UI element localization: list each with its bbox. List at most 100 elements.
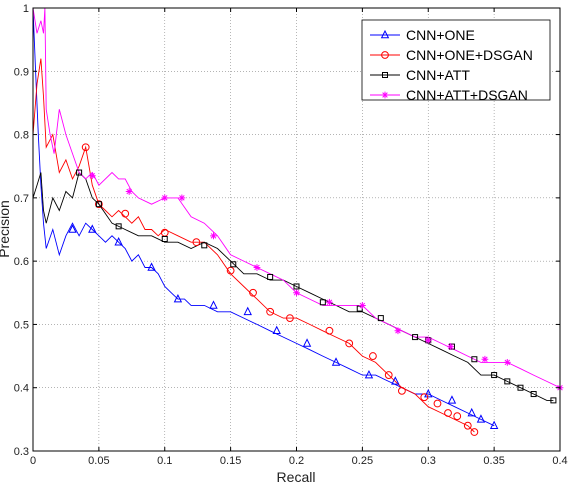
- y-tick-label: 0.3: [14, 446, 29, 458]
- y-tick-label: 0.5: [14, 319, 29, 331]
- data-point-cnn-one-dsgan: [420, 393, 429, 402]
- data-point-cnn-att-dsgan: [326, 298, 333, 306]
- legend-label-cnn-one: CNN+ONE: [406, 27, 475, 43]
- data-point-cnn-att-dsgan: [293, 289, 300, 297]
- data-point-cnn-one-dsgan: [470, 428, 479, 436]
- data-point-cnn-one: [424, 388, 433, 398]
- data-point-cnn-one: [489, 420, 499, 429]
- data-point-cnn-att: [161, 235, 168, 242]
- legend-label-cnn-one-dsgan: CNN+ONE+DSGAN: [406, 47, 533, 63]
- data-point-cnn-att-dsgan: [481, 355, 489, 363]
- data-point-cnn-att-dsgan: [253, 264, 261, 271]
- y-tick-label: 0.6: [14, 256, 29, 268]
- data-point-cnn-one: [302, 338, 312, 347]
- data-point-cnn-one: [114, 237, 123, 246]
- data-point-cnn-att-dsgan: [88, 172, 96, 180]
- x-tick-label: 0.15: [220, 455, 241, 467]
- legend-marker-cnn-one: [380, 29, 390, 39]
- series-line-cnn-one-dsgan: [32, 58, 475, 433]
- data-point-cnn-att: [412, 334, 419, 341]
- data-point-cnn-att: [530, 391, 537, 398]
- data-point-cnn-one: [68, 224, 77, 233]
- data-point-cnn-att: [201, 242, 208, 249]
- legend-label-cnn-att-dsgan: CNN+ATT+DSGAN: [406, 87, 528, 103]
- data-point-cnn-att-dsgan: [178, 194, 186, 202]
- data-point-cnn-att: [230, 261, 237, 268]
- y-tick-label: 0.9: [14, 66, 29, 78]
- data-point-cnn-one-dsgan: [345, 339, 354, 348]
- data-point-cnn-one-dsgan: [94, 200, 103, 209]
- data-point-cnn-att: [491, 372, 498, 379]
- data-point-cnn-one-dsgan: [325, 326, 334, 335]
- legend-marker-cnn-att: [382, 72, 388, 78]
- data-point-cnn-one: [88, 224, 97, 233]
- data-point-cnn-att-dsgan: [210, 232, 217, 240]
- data-point-cnn-att: [293, 283, 300, 290]
- series-line-cnn-att: [32, 171, 554, 401]
- data-point-cnn-one: [173, 293, 183, 303]
- data-point-cnn-one-dsgan: [81, 143, 90, 152]
- data-point-cnn-att-dsgan: [447, 343, 455, 350]
- data-point-cnn-one: [467, 407, 476, 417]
- x-tick-label: 0.1: [157, 455, 172, 467]
- data-point-cnn-att-dsgan: [394, 327, 402, 335]
- data-point-cnn-att-dsgan: [161, 194, 169, 202]
- data-point-cnn-att: [504, 378, 511, 385]
- data-point-cnn-one-dsgan: [433, 399, 442, 408]
- legend-marker-cnn-att-dsgan: [381, 91, 389, 99]
- data-point-cnn-att: [76, 169, 83, 176]
- x-axis-label: Recall: [277, 469, 316, 485]
- data-point-cnn-one: [147, 262, 156, 271]
- data-point-cnn-att-dsgan: [358, 302, 366, 309]
- data-point-cnn-one-dsgan: [121, 209, 130, 218]
- data-point-cnn-one: [243, 306, 252, 316]
- data-point-cnn-one: [476, 414, 486, 423]
- data-point-cnn-one-dsgan: [463, 421, 472, 430]
- axis-ticks: 0 0.05 0.1 0.15 0.2 0.25 0.3 0.35 0.4 0.3 0.4 0.5 0.…: [14, 3, 568, 467]
- legend-marker-cnn-one-dsgan: [381, 51, 389, 59]
- x-tick-label: 0.35: [483, 455, 504, 467]
- data-point-cnn-one: [272, 325, 281, 335]
- x-tick-label: 0.25: [352, 455, 373, 467]
- x-tick-label: 0.3: [421, 455, 436, 467]
- x-tick-label: 0: [30, 455, 36, 467]
- legend-label-cnn-att: CNN+ATT: [406, 67, 470, 83]
- data-point-cnn-one-dsgan: [266, 307, 275, 316]
- data-point-cnn-att-dsgan: [503, 359, 511, 366]
- series-line-cnn-one: [32, 7, 495, 427]
- legend: CNN+ONE CNN+ONE+DSGAN CNN+ATT CNN+ATT+DSGAN: [361, 19, 551, 103]
- data-point-cnn-one: [364, 369, 374, 379]
- data-point-cnn-att: [471, 356, 478, 363]
- y-tick-label: 0.7: [14, 193, 29, 205]
- data-point-cnn-one: [391, 376, 400, 385]
- data-point-cnn-one-dsgan: [384, 371, 393, 379]
- data-point-cnn-one-dsgan: [286, 314, 294, 323]
- data-point-cnn-one: [331, 357, 341, 366]
- y-axis-label: Precision: [0, 200, 12, 258]
- data-point-cnn-att: [95, 201, 102, 208]
- data-point-cnn-att-dsgan: [125, 188, 133, 195]
- data-point-cnn-one-dsgan: [453, 412, 462, 421]
- x-tick-label: 0.2: [289, 455, 304, 467]
- x-tick-label: 0.4: [552, 455, 567, 467]
- data-point-cnn-att: [377, 315, 384, 322]
- data-point-cnn-one: [209, 300, 218, 309]
- data-point-cnn-one-dsgan: [249, 288, 257, 297]
- y-tick-label: 0.4: [14, 383, 29, 395]
- x-tick-label: 0.05: [88, 455, 109, 467]
- data-point-cnn-att-dsgan: [424, 336, 432, 344]
- data-point-cnn-one-dsgan: [192, 238, 201, 247]
- legend-box: [361, 19, 551, 101]
- data-point-cnn-att: [319, 299, 326, 306]
- data-point-cnn-one: [447, 395, 457, 404]
- data-point-cnn-att: [550, 397, 557, 404]
- data-point-cnn-att: [115, 223, 122, 230]
- data-point-cnn-one-dsgan: [369, 352, 377, 360]
- data-point-cnn-one-dsgan: [444, 409, 452, 417]
- data-point-cnn-att: [267, 273, 274, 280]
- series-markers: [68, 143, 564, 436]
- y-tick-label: 0.8: [14, 130, 29, 142]
- y-tick-label: 1: [23, 3, 29, 15]
- data-point-cnn-att: [517, 384, 524, 391]
